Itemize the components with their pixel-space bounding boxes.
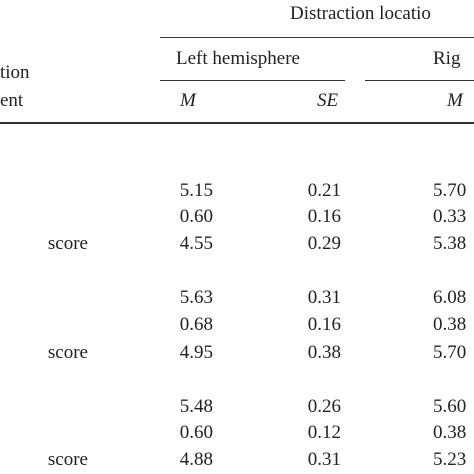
- spanner-header: Distraction locatio: [290, 3, 431, 24]
- stub-header: ent: [0, 90, 24, 111]
- cell: 5.63: [179, 287, 213, 308]
- row-label: score: [47, 233, 88, 254]
- cell: 0.12: [307, 422, 341, 443]
- cell: 0.38: [433, 314, 467, 335]
- cell: 0.33: [433, 206, 467, 227]
- cell: 0.31: [307, 449, 341, 470]
- cell: 0.21: [307, 180, 341, 201]
- rule: [0, 122, 474, 124]
- cell: 0.68: [179, 314, 213, 335]
- cell: 0.31: [307, 287, 341, 308]
- cell: 5.23: [433, 449, 467, 470]
- group-header: Left hemisphere: [176, 48, 300, 69]
- rule: [365, 80, 474, 81]
- cell: 0.60: [179, 206, 213, 227]
- cell: 0.38: [307, 342, 341, 363]
- rule: [160, 80, 345, 81]
- cell: 6.08: [433, 287, 467, 308]
- cell: 5.15: [179, 180, 213, 201]
- cell: 0.16: [307, 314, 341, 335]
- cell: 4.55: [179, 233, 213, 254]
- group-header: Rig: [433, 48, 461, 69]
- cell: 0.29: [307, 233, 341, 254]
- subheader: SE: [317, 90, 339, 111]
- cell: 0.38: [433, 422, 467, 443]
- cell: 5.70: [433, 180, 467, 201]
- cell: 5.60: [433, 396, 467, 417]
- row-label: score: [47, 342, 88, 363]
- cell: 0.26: [307, 396, 341, 417]
- subheader: M: [180, 90, 196, 111]
- cell: 4.88: [179, 449, 213, 470]
- cell: 5.38: [433, 233, 467, 254]
- row-label: score: [47, 449, 88, 470]
- subheader: M: [447, 90, 463, 111]
- cell: 0.16: [307, 206, 341, 227]
- cell: 5.70: [433, 342, 467, 363]
- rule: [160, 37, 474, 38]
- cell: 0.60: [179, 422, 213, 443]
- cell: 5.48: [179, 396, 213, 417]
- cell: 4.95: [179, 342, 213, 363]
- stub-header: tion: [0, 62, 30, 83]
